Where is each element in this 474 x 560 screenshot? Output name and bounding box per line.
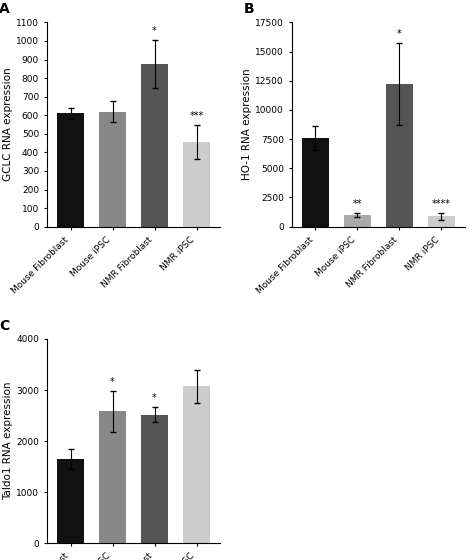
Text: C: C [0, 319, 9, 333]
Text: *: * [152, 393, 157, 403]
Bar [141, 64, 168, 227]
Y-axis label: HO-1 RNA expression: HO-1 RNA expression [242, 69, 252, 180]
Y-axis label: Taldo1 RNA expression: Taldo1 RNA expression [3, 382, 13, 500]
Text: A: A [0, 2, 10, 16]
Text: **: ** [353, 199, 362, 208]
Bar [57, 113, 84, 227]
Bar [99, 111, 126, 227]
Text: ****: **** [432, 199, 451, 208]
Text: *: * [152, 26, 157, 36]
Bar [428, 216, 455, 227]
Bar [386, 84, 413, 227]
Bar [183, 386, 210, 543]
Text: *: * [397, 29, 402, 39]
Text: ***: *** [190, 111, 204, 122]
Bar [57, 459, 84, 543]
Text: B: B [244, 2, 255, 16]
Bar [183, 142, 210, 227]
Bar [344, 215, 371, 227]
Bar [141, 414, 168, 543]
Bar [301, 138, 329, 227]
Y-axis label: GCLC RNA expression: GCLC RNA expression [3, 68, 13, 181]
Text: *: * [110, 377, 115, 387]
Bar [99, 412, 126, 543]
